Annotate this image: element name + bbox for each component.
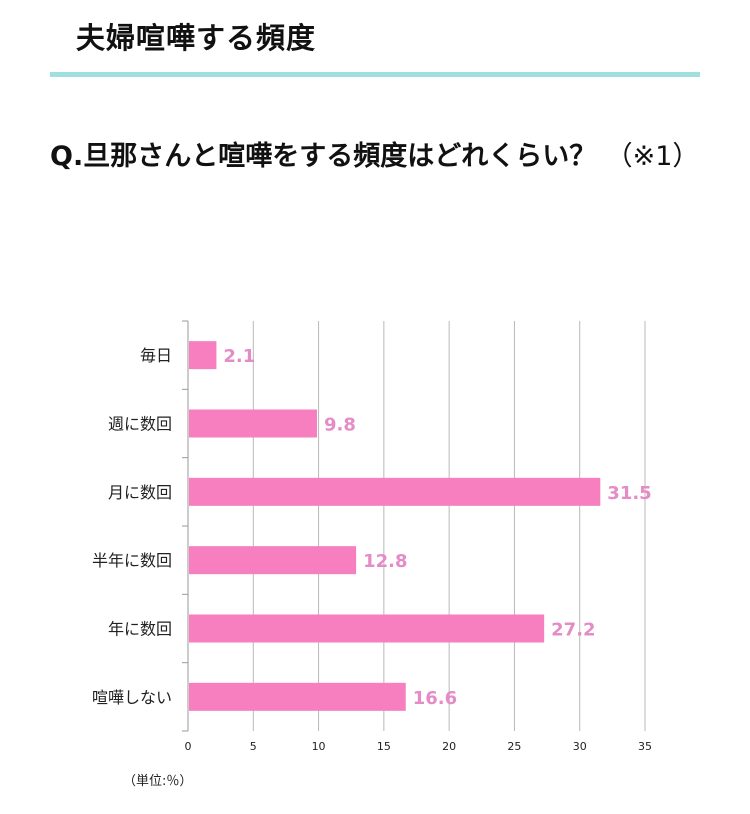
question-note: （※1） bbox=[605, 141, 700, 172]
category-label: 喧嘩しない bbox=[92, 688, 172, 707]
value-label: 27.2 bbox=[551, 620, 595, 641]
value-label: 9.8 bbox=[324, 415, 356, 436]
x-tick-label: 10 bbox=[312, 740, 326, 753]
x-tick-label: 0 bbox=[185, 740, 192, 753]
value-label: 31.5 bbox=[607, 483, 651, 504]
bar-3 bbox=[189, 477, 601, 506]
category-label: 毎日 bbox=[140, 346, 172, 365]
x-tick-label: 5 bbox=[250, 740, 257, 753]
value-label: 16.6 bbox=[413, 688, 457, 709]
x-tick-label: 35 bbox=[638, 740, 652, 753]
category-label: 月に数回 bbox=[108, 483, 172, 502]
category-label: 半年に数回 bbox=[92, 551, 172, 570]
title-underline bbox=[50, 72, 700, 77]
category-label: 週に数回 bbox=[108, 415, 172, 434]
question-main: Q.旦那さんと喧嘩をする頻度はどれくらい？ bbox=[50, 141, 597, 172]
unit-note: （単位:％） bbox=[123, 774, 193, 789]
x-tick-label: 30 bbox=[573, 740, 587, 753]
bar-4 bbox=[189, 546, 357, 575]
bar-1 bbox=[189, 341, 217, 370]
section-title: 夫婦喧嘩する頻度 bbox=[76, 21, 317, 55]
bar-6 bbox=[189, 682, 406, 711]
x-tick-label: 15 bbox=[377, 740, 391, 753]
bar-5 bbox=[189, 614, 545, 643]
value-label: 12.8 bbox=[363, 551, 407, 572]
x-tick-label: 25 bbox=[507, 740, 521, 753]
category-label: 年に数回 bbox=[108, 620, 172, 639]
question-text: Q.旦那さんと喧嘩をする頻度はどれくらい？ （※1） bbox=[50, 130, 700, 184]
x-tick-label: 20 bbox=[442, 740, 456, 753]
bar-2 bbox=[189, 409, 317, 438]
value-label: 2.1 bbox=[223, 346, 255, 367]
